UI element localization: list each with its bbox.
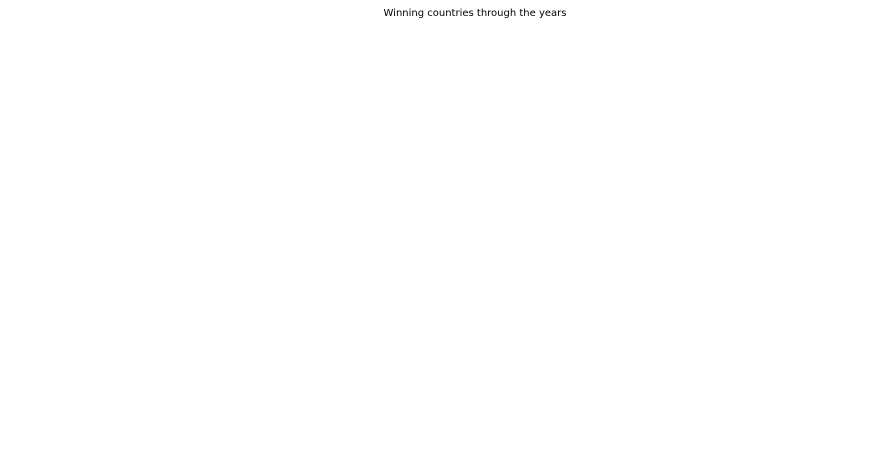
chart-title: Winning countries through the years [384,8,567,19]
